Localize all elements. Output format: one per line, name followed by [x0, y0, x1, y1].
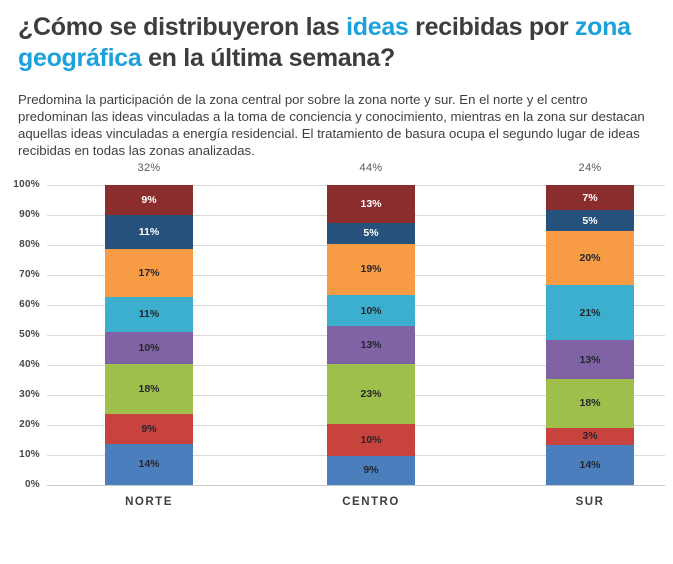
segment-purple: 10% [105, 331, 193, 364]
segment-value-label: 13% [579, 353, 601, 366]
title-text-pre: ¿Cómo se distribuyeron las [18, 13, 347, 41]
segment-green: 23% [327, 364, 415, 425]
x-axis-label-sur: SUR [575, 496, 605, 508]
x-axis-label-centro: CENTRO [342, 496, 400, 508]
bar-centro: 13% 5% 19% 10% 13% 23% 10% 9% [327, 185, 415, 485]
segment-green: 18% [105, 363, 193, 414]
segment-value-label: 17% [138, 267, 160, 280]
segment-value-label: 14% [138, 458, 160, 471]
segment-value-label: 5% [363, 227, 379, 240]
title-highlight-zona: zona geográfica [18, 13, 631, 72]
segment-value-label: 3% [582, 430, 598, 443]
segment-navy: 11% [105, 215, 193, 250]
segment-maroon: 7% [546, 185, 634, 211]
segment-value-label: 18% [579, 397, 601, 410]
y-tick-label: 0% [24, 479, 40, 490]
title-text-mid: recibidas por [408, 13, 575, 41]
segment-value-label: 20% [579, 251, 601, 264]
bar-total-label: 24% [578, 162, 602, 174]
segment-cyan: 21% [546, 284, 634, 341]
bar-sur: 7% 5% 20% 21% 13% 18% 3% 14% [546, 185, 634, 485]
y-tick-label: 80% [19, 239, 40, 250]
segment-value-label: 10% [360, 433, 382, 446]
segment-value-label: 10% [138, 341, 160, 354]
segment-value-label: 19% [360, 263, 382, 276]
segment-value-label: 5% [582, 214, 598, 227]
page-root: ¿Cómo se distribuyeron las ideas recibid… [0, 12, 673, 564]
y-tick-label: 60% [19, 299, 40, 310]
intro-paragraph: Predomina la participación de la zona ce… [18, 92, 645, 158]
segment-value-label: 9% [141, 422, 157, 435]
segment-value-label: 11% [138, 308, 160, 321]
segment-blue: 14% [546, 444, 634, 485]
y-tick-label: 10% [19, 449, 40, 460]
bar-norte: 9% 11% 17% 11% 10% 18% 9% 14% [105, 185, 193, 485]
segment-value-label: 10% [360, 304, 382, 317]
bar-total-label: 44% [359, 162, 383, 174]
segment-blue: 14% [105, 443, 193, 485]
segment-purple: 13% [327, 326, 415, 365]
segment-navy: 5% [327, 223, 415, 244]
stacked-bar-chart: 9% 11% 17% 11% 10% 18% 9% 14% 32% NORTE 13% 5% 19% 10… [0, 159, 673, 531]
x-axis-label-norte: NORTE [125, 496, 173, 508]
y-tick-label: 70% [19, 269, 40, 280]
segment-purple: 13% [546, 340, 634, 379]
segment-value-label: 13% [360, 198, 382, 211]
segment-value-label: 18% [138, 382, 160, 395]
segment-value-label: 23% [360, 388, 382, 401]
segment-value-label: 7% [582, 191, 598, 204]
segment-orange: 20% [546, 231, 634, 285]
segment-value-label: 13% [360, 339, 382, 352]
segment-value-label: 11% [138, 226, 160, 239]
y-tick-label: 50% [19, 329, 40, 340]
segment-value-label: 9% [141, 194, 157, 206]
y-tick-label: 100% [13, 179, 40, 190]
bar-total-label: 32% [137, 162, 161, 174]
title-text-post: en la última semana? [141, 43, 395, 72]
segment-orange: 19% [327, 243, 415, 295]
segment-red: 3% [546, 427, 634, 445]
segment-cyan: 11% [105, 297, 193, 332]
segment-maroon: 9% [105, 185, 193, 215]
title-highlight-ideas: ideas [346, 13, 409, 41]
segment-navy: 5% [546, 210, 634, 232]
y-tick-label: 90% [19, 209, 40, 220]
segment-green: 18% [546, 378, 634, 428]
segment-value-label: 14% [579, 458, 601, 471]
segment-red: 10% [327, 424, 415, 456]
segment-red: 9% [105, 413, 193, 444]
y-tick-label: 20% [19, 419, 40, 430]
y-tick-label: 30% [19, 389, 40, 400]
y-tick-label: 40% [19, 359, 40, 370]
plot-area: 9% 11% 17% 11% 10% 18% 9% 14% 32% NORTE 13% 5% 19% 10… [47, 162, 665, 508]
segment-value-label: 9% [363, 464, 379, 477]
segment-cyan: 10% [327, 294, 415, 327]
segment-maroon: 13% [327, 185, 415, 224]
segment-blue: 9% [327, 455, 415, 485]
segment-orange: 17% [105, 249, 193, 298]
segment-value-label: 21% [579, 306, 601, 319]
page-title: ¿Cómo se distribuyeron las ideas recibid… [18, 12, 658, 73]
